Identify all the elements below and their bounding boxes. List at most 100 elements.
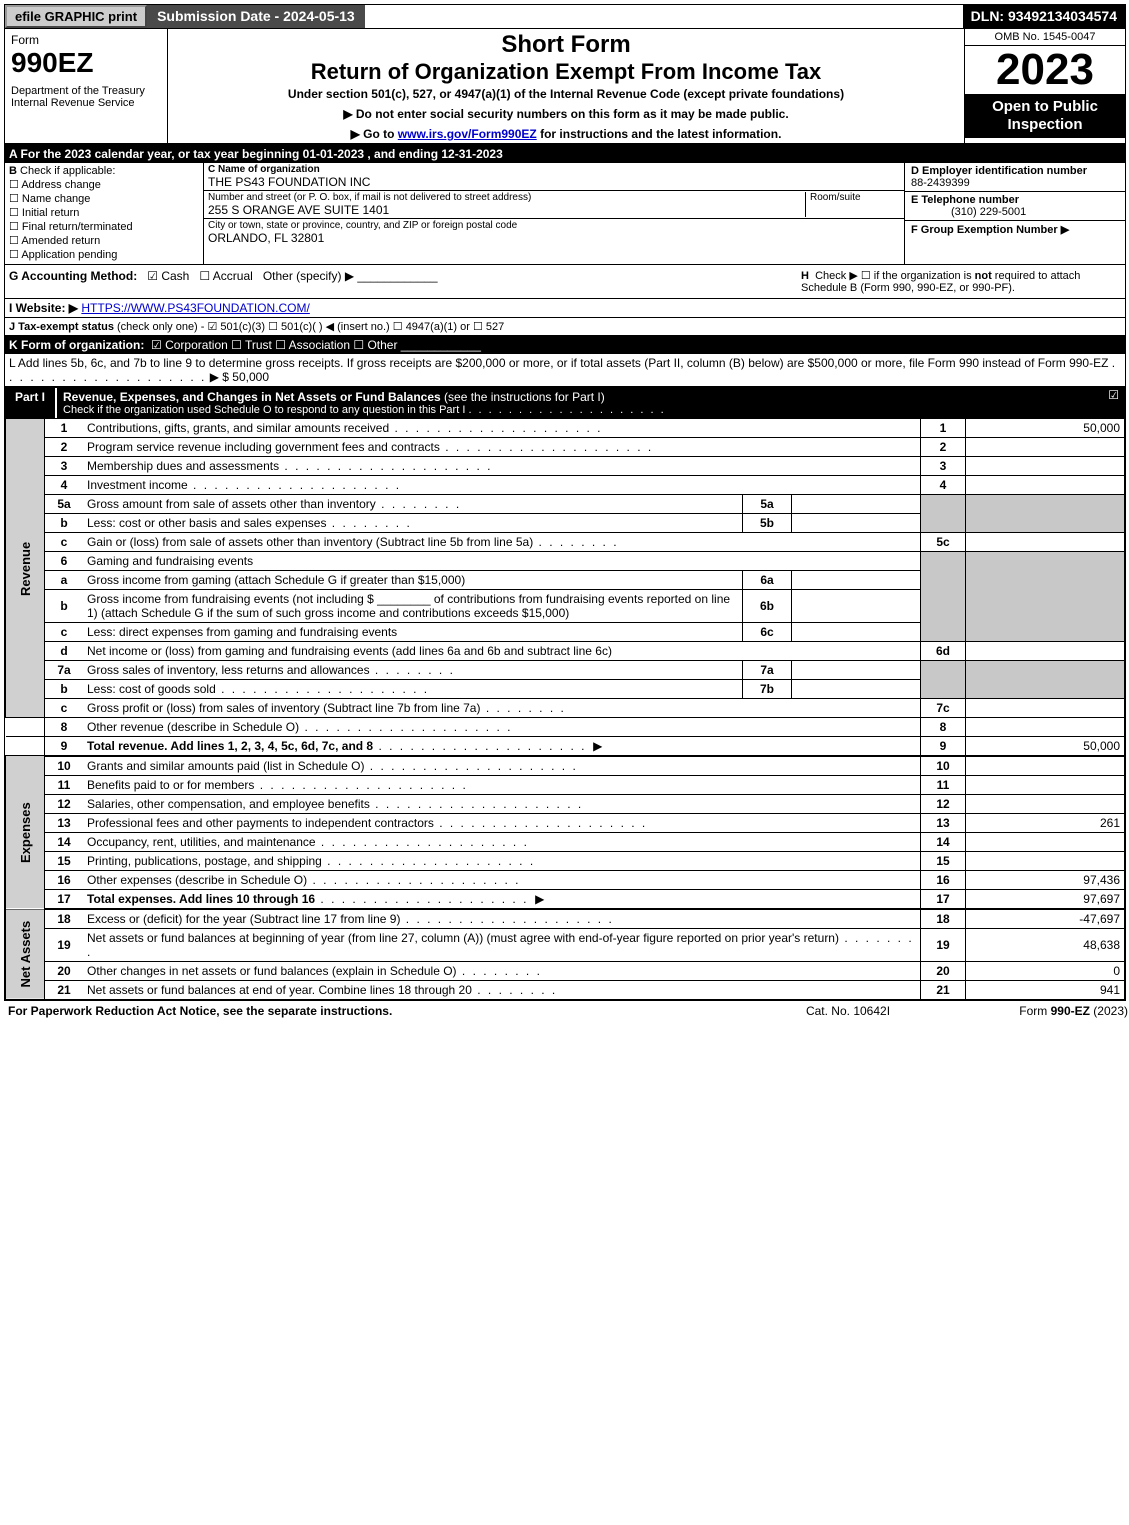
column-b-checkboxes: B Check if applicable: ☐ Address change … [5, 163, 204, 264]
d-label: D Employer identification number [911, 165, 1087, 177]
irs-link[interactable]: www.irs.gov/Form990EZ [398, 127, 537, 141]
row-k-form-org: K Form of organization: ☑ Corporation ☐ … [5, 336, 1125, 354]
l15-val [966, 852, 1125, 871]
l2-num: 2 [45, 438, 84, 457]
c-name-label: C Name of organization [208, 164, 320, 175]
l5a-sub: 5a [743, 495, 792, 514]
l5c-rnum: 5c [921, 533, 966, 552]
l3-desc: Membership dues and assessments [83, 457, 921, 476]
dept-treasury: Department of the Treasury [11, 85, 161, 97]
g-cash-check[interactable]: ☑ [147, 269, 158, 283]
l-arrow: ▶ $ [210, 370, 229, 384]
page-footer: For Paperwork Reduction Act Notice, see … [4, 1001, 1129, 1021]
l9-num: 9 [45, 737, 84, 757]
column-def: D Employer identification number 88-2439… [904, 163, 1125, 264]
row-g-h: G Accounting Method: ☑ Cash ☐ Accrual Ot… [5, 265, 1125, 299]
header-right: OMB No. 1545-0047 2023 Open to Public In… [964, 29, 1125, 143]
efile-print-button[interactable]: efile GRAPHIC print [5, 5, 147, 28]
g-accrual-check[interactable]: ☐ [199, 269, 210, 283]
l15-desc: Printing, publications, postage, and shi… [83, 852, 921, 871]
l17-val: 97,697 [966, 890, 1125, 910]
c-city-label: City or town, state or province, country… [208, 220, 517, 231]
c-name-row: C Name of organization THE PS43 FOUNDATI… [204, 163, 904, 191]
chk-final-return[interactable]: ☐ Final return/terminated [9, 220, 199, 233]
l2-desc: Program service revenue including govern… [83, 438, 921, 457]
tax-year: 2023 [965, 46, 1125, 94]
l6c-num: c [45, 623, 84, 642]
chk-initial-return[interactable]: ☐ Initial return [9, 206, 199, 219]
l6d-desc: Net income or (loss) from gaming and fun… [83, 642, 921, 661]
k-text: ☑ Corporation ☐ Trust ☐ Association ☐ Ot… [151, 338, 397, 352]
l7c-num: c [45, 699, 84, 718]
l6a-sub: 6a [743, 571, 792, 590]
l7a-desc: Gross sales of inventory, less returns a… [83, 661, 743, 680]
l11-val [966, 776, 1125, 795]
l19-desc: Net assets or fund balances at beginning… [83, 929, 921, 962]
room-suite-label: Room/suite [805, 192, 900, 217]
chk-amended-return[interactable]: ☐ Amended return [9, 234, 199, 247]
l10-desc: Grants and similar amounts paid (list in… [83, 756, 921, 776]
l6-desc: Gaming and fundraising events [83, 552, 921, 571]
website-link[interactable]: HTTPS://WWW.PS43FOUNDATION.COM/ [81, 301, 309, 315]
chk-application-pending[interactable]: ☐ Application pending [9, 248, 199, 261]
org-name: THE PS43 FOUNDATION INC [208, 175, 900, 189]
part-i-title: Revenue, Expenses, and Changes in Net As… [57, 388, 1108, 418]
f-label: F Group Exemption Number ▶ [911, 224, 1069, 236]
l7a-subval [792, 661, 921, 680]
topbar-spacer [365, 5, 963, 28]
g-accounting: G Accounting Method: ☑ Cash ☐ Accrual Ot… [9, 269, 801, 294]
l13-rnum: 13 [921, 814, 966, 833]
j-text: (check only one) - ☑ 501(c)(3) ☐ 501(c)(… [117, 321, 504, 333]
l15-num: 15 [45, 852, 84, 871]
d-ein: D Employer identification number 88-2439… [905, 163, 1125, 192]
l14-val [966, 833, 1125, 852]
l9-val: 50,000 [966, 737, 1125, 757]
l20-num: 20 [45, 962, 84, 981]
expenses-sidebar: Expenses [6, 756, 45, 909]
row-l-gross-receipts: L Add lines 5b, 6c, and 7b to line 9 to … [5, 354, 1125, 388]
l5c-val [966, 533, 1125, 552]
submission-date-value: 2024-05-13 [283, 8, 355, 24]
l6b-subval [792, 590, 921, 623]
l5b-subval [792, 514, 921, 533]
l5b-num: b [45, 514, 84, 533]
l8-desc: Other revenue (describe in Schedule O) [83, 718, 921, 737]
g-label: G Accounting Method: [9, 269, 137, 283]
dln-value: 93492134034574 [1008, 8, 1117, 24]
e-value: (310) 229-5001 [911, 206, 1026, 218]
l14-num: 14 [45, 833, 84, 852]
l18-num: 18 [45, 909, 84, 929]
title-return: Return of Organization Exempt From Incom… [172, 59, 960, 85]
c-city-row: City or town, state or province, country… [204, 219, 904, 246]
l12-val [966, 795, 1125, 814]
l21-rnum: 21 [921, 981, 966, 1000]
l21-val: 941 [966, 981, 1125, 1000]
l5ab-shade [921, 495, 966, 533]
chk-name-change[interactable]: ☐ Name change [9, 192, 199, 205]
h-label: H [801, 270, 809, 282]
e-label: E Telephone number [911, 194, 1019, 206]
part-i-schedule-o-check[interactable]: ☑ [1108, 388, 1125, 418]
l14-desc: Occupancy, rent, utilities, and maintena… [83, 833, 921, 852]
column-c-org-info: C Name of organization THE PS43 FOUNDATI… [204, 163, 904, 264]
k-label: K Form of organization: [9, 338, 144, 352]
c-addr-label: Number and street (or P. O. box, if mail… [208, 192, 805, 203]
l10-num: 10 [45, 756, 84, 776]
l5a-num: 5a [45, 495, 84, 514]
l6a-desc: Gross income from gaming (attach Schedul… [83, 571, 743, 590]
note-goto-post: for instructions and the latest informat… [537, 127, 782, 141]
l7c-val [966, 699, 1125, 718]
chk-address-change[interactable]: ☐ Address change [9, 178, 199, 191]
l11-rnum: 11 [921, 776, 966, 795]
l6a-num: a [45, 571, 84, 590]
l4-val [966, 476, 1125, 495]
l7a-num: 7a [45, 661, 84, 680]
l6b-sub: 6b [743, 590, 792, 623]
omb-number: OMB No. 1545-0047 [965, 29, 1125, 46]
j-label: J Tax-exempt status [9, 321, 114, 333]
l15-rnum: 15 [921, 852, 966, 871]
l7-shade [921, 661, 966, 699]
l1-val: 50,000 [966, 419, 1125, 438]
title-short-form: Short Form [172, 31, 960, 59]
l1-rnum: 1 [921, 419, 966, 438]
